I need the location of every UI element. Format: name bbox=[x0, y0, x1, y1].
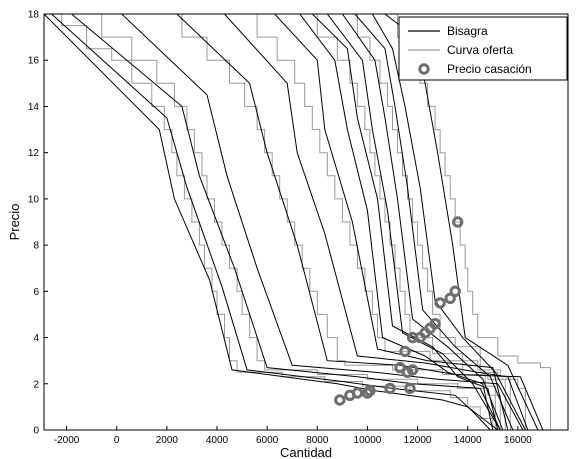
x-tick-label-4: 6000 bbox=[256, 435, 279, 446]
x-tick-label-9: 16000 bbox=[504, 435, 532, 446]
x-axis-ticks: -2000 0 2000 4000 6000 8000 10000 12000 14000 160… bbox=[54, 426, 532, 446]
legend-label-bisagra: Bisagra bbox=[447, 24, 488, 38]
x-tick-label-7: 12000 bbox=[404, 435, 432, 446]
precio-casacion-point-18 bbox=[449, 285, 461, 297]
precio-casacion-point-0 bbox=[334, 394, 346, 406]
y-tick-label-5: 10 bbox=[28, 194, 40, 205]
y-tick-label-8: 16 bbox=[28, 56, 40, 67]
bisagra-line-2 bbox=[71, 14, 501, 430]
x-tick-label-5: 8000 bbox=[306, 435, 329, 446]
x-tick-label-6: 10000 bbox=[354, 435, 382, 446]
curva-oferta-line-0 bbox=[51, 14, 494, 430]
y-tick-label-2: 4 bbox=[33, 333, 39, 344]
bisagra-line-12 bbox=[371, 14, 526, 430]
bisagra-line-7 bbox=[299, 14, 494, 430]
bisagra-line-0 bbox=[44, 14, 499, 430]
x-tick-label-0: -2000 bbox=[54, 435, 80, 446]
y-tick-label-1: 2 bbox=[33, 379, 39, 390]
precio-casacion-point-6 bbox=[404, 382, 416, 395]
y-axis-ticks: 0 2 4 6 8 10 12 14 16 18 bbox=[28, 10, 48, 437]
curva-oferta-line-2 bbox=[151, 14, 526, 430]
precio-casacion-point-5 bbox=[384, 382, 396, 395]
bisagra-line-6 bbox=[274, 14, 509, 430]
y-axis-label: Precio bbox=[7, 204, 22, 241]
legend-swatch-precio-casacion bbox=[418, 63, 430, 75]
x-tick-label-1: 0 bbox=[114, 435, 120, 446]
bisagra-line-8 bbox=[311, 14, 499, 430]
y-tick-label-0: 0 bbox=[33, 426, 39, 437]
bisagra-line-1 bbox=[51, 14, 491, 430]
precio-casacion-point-19 bbox=[452, 216, 464, 228]
precio-casacion-point-16 bbox=[434, 297, 446, 309]
curva-oferta-line-1 bbox=[76, 14, 501, 430]
y-tick-label-6: 12 bbox=[28, 148, 40, 159]
bisagra-line-11 bbox=[354, 14, 514, 430]
precio-casacion-point-9 bbox=[406, 364, 419, 376]
curva-oferta-line-6 bbox=[374, 14, 551, 430]
x-tick-label-2: 2000 bbox=[156, 435, 179, 446]
legend-label-precio-casacion: Precio casación bbox=[447, 62, 532, 76]
y-tick-label-7: 14 bbox=[28, 102, 40, 113]
x-tick-label-3: 4000 bbox=[206, 435, 229, 446]
precio-casacion-point-4 bbox=[364, 385, 376, 397]
y-tick-label-9: 18 bbox=[28, 10, 40, 21]
y-tick-label-4: 8 bbox=[33, 241, 39, 252]
bisagra-line-5 bbox=[224, 14, 529, 430]
y-tick-label-3: 6 bbox=[33, 287, 39, 298]
legend-label-curva-oferta: Curva oferta bbox=[447, 43, 513, 57]
precio-casacion-layer bbox=[334, 216, 464, 406]
bisagra-layer bbox=[44, 14, 544, 430]
bisagra-line-9 bbox=[326, 14, 501, 430]
precio-casacion-point-17 bbox=[444, 292, 456, 304]
plot-frame bbox=[43, 13, 569, 431]
bisagra-line-10 bbox=[341, 14, 504, 430]
precio-casacion-point-15 bbox=[429, 318, 441, 330]
curva-oferta-line-4 bbox=[292, 14, 496, 430]
legend: Bisagra Curva oferta Precio casación bbox=[398, 16, 568, 81]
x-tick-label-8: 14000 bbox=[454, 435, 482, 446]
precio-casacion-point-2 bbox=[351, 387, 364, 399]
bisagra-line-4 bbox=[176, 14, 544, 430]
x-axis-label: Cantidad bbox=[280, 445, 332, 459]
curva-oferta-layer bbox=[51, 14, 551, 430]
precio-casacion-point-10 bbox=[399, 345, 411, 358]
curva-oferta-line-3 bbox=[227, 14, 511, 430]
